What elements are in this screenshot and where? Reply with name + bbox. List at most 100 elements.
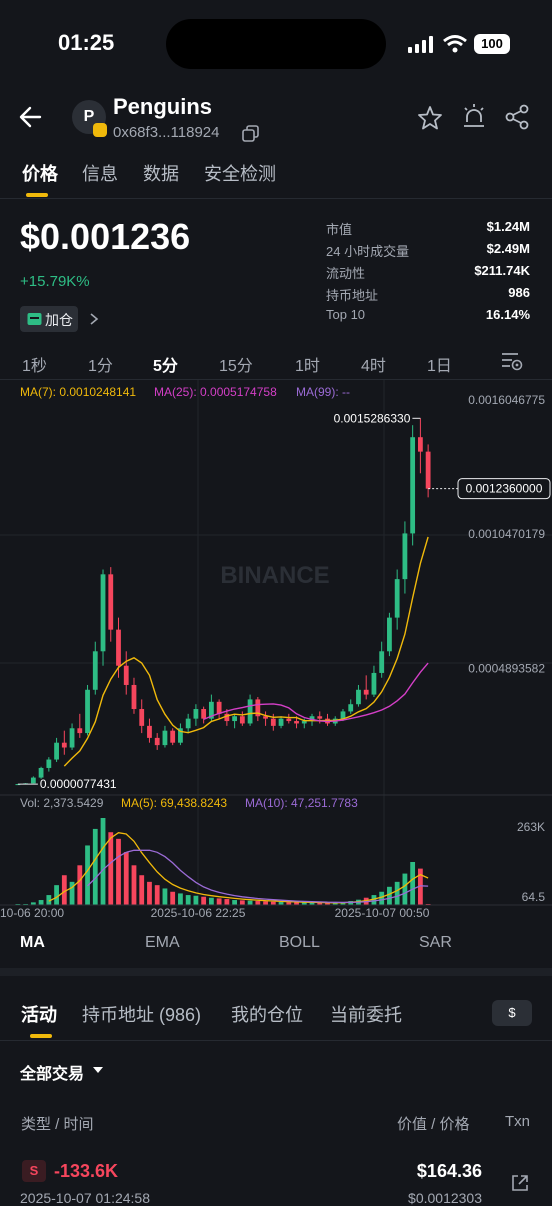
timeframe-1h[interactable]: 1时 xyxy=(295,358,320,375)
volume-bar xyxy=(270,901,276,905)
stat-value-holders: 986 xyxy=(508,285,530,300)
volume-bar xyxy=(54,885,59,905)
candle-body xyxy=(340,711,346,719)
volume-bar xyxy=(379,891,385,905)
currency-toggle-button[interactable]: $ xyxy=(492,1000,532,1026)
candle-body xyxy=(363,689,369,695)
token-name: Penguins xyxy=(113,94,213,119)
volume-bar xyxy=(255,901,261,905)
copy-icon[interactable] xyxy=(242,125,260,143)
volume-bar xyxy=(170,891,176,905)
caret-down-icon[interactable] xyxy=(92,1065,104,1075)
tab-open-orders[interactable]: 当前委托 xyxy=(330,1005,402,1025)
timeframe-1s[interactable]: 1秒 xyxy=(22,358,47,375)
x-tick-2: 2025-10-07 00:50 xyxy=(335,906,430,920)
candle-body xyxy=(116,629,121,666)
back-arrow-icon[interactable] xyxy=(18,104,44,130)
volume-bar xyxy=(193,895,199,905)
chevron-right-icon[interactable] xyxy=(89,312,99,326)
timeframe-1m[interactable]: 1分 xyxy=(88,358,113,375)
trade-time: 2025-10-07 01:24:58 xyxy=(20,1190,150,1206)
trade-value: $164.36 xyxy=(416,1161,482,1181)
ma7-legend: MA(7): 0.0010248141 xyxy=(20,385,136,399)
tab-activity[interactable]: 活动 xyxy=(21,1005,57,1025)
candle-body xyxy=(170,730,176,743)
volume-bar xyxy=(301,902,307,905)
tab-info[interactable]: 信息 xyxy=(82,164,118,184)
timeframe-1d[interactable]: 1日 xyxy=(427,358,452,375)
volume-bar xyxy=(224,899,230,905)
vol-ma5-line xyxy=(48,832,429,904)
stat-label-volume: 24 小时成交量 xyxy=(326,244,410,259)
timeframe-4h[interactable]: 4时 xyxy=(361,358,386,375)
star-icon[interactable] xyxy=(417,105,443,131)
volume-bar xyxy=(286,902,292,905)
candle-body xyxy=(108,574,114,630)
candle-body xyxy=(46,759,52,768)
candle-body xyxy=(147,725,152,738)
timeframe-15m[interactable]: 15分 xyxy=(219,358,253,375)
volume-bar xyxy=(77,865,83,905)
volume-bar xyxy=(178,893,183,905)
candle-body xyxy=(61,742,67,748)
stat-value-volume: $2.49M xyxy=(486,241,530,256)
indicator-ema[interactable]: EMA xyxy=(145,934,180,951)
candle-body xyxy=(239,716,245,724)
indicator-sar[interactable]: SAR xyxy=(419,934,452,951)
volume-bar xyxy=(162,888,168,905)
current-price-label: 0.0012360000 xyxy=(466,482,543,496)
signal-icon xyxy=(408,36,433,53)
volume-bar xyxy=(294,902,299,905)
volume-bar xyxy=(69,881,75,905)
candle-body xyxy=(162,730,168,746)
candle-body xyxy=(247,699,253,724)
external-link-icon[interactable] xyxy=(510,1173,530,1193)
current-price: $0.001236 xyxy=(20,216,191,257)
stat-label-market-cap: 市值 xyxy=(326,222,353,237)
trade-price: $0.0012303 xyxy=(408,1190,482,1206)
indicator-ma[interactable]: MA xyxy=(20,934,45,951)
volume-bar xyxy=(100,818,106,905)
add-position-label: 加仓 xyxy=(45,312,73,328)
volume-bar xyxy=(123,852,129,905)
chart-grid xyxy=(0,380,552,905)
price-change: +15.79K% xyxy=(20,273,90,290)
volume-bar xyxy=(61,875,67,905)
candle-body xyxy=(92,651,98,690)
stat-value-market-cap: $1.24M xyxy=(486,219,530,234)
ma25-legend: MA(25): 0.0005174758 xyxy=(154,385,277,399)
stat-label-holders: 持币地址 xyxy=(326,288,379,303)
ma25-line xyxy=(203,662,429,723)
timeframe-5m[interactable]: 5分 xyxy=(153,358,178,375)
status-time: 01:25 xyxy=(58,30,115,55)
alert-icon[interactable] xyxy=(460,102,488,130)
trade-filter-dropdown[interactable]: 全部交易 xyxy=(20,1066,85,1083)
wifi-icon xyxy=(443,35,467,53)
tab-holders[interactable]: 持币地址 (986) xyxy=(82,1005,202,1025)
indicator-boll[interactable]: BOLL xyxy=(279,934,320,951)
tab-data[interactable]: 数据 xyxy=(143,164,179,184)
volume-bar xyxy=(185,895,191,905)
stat-value-top10: 16.14% xyxy=(485,307,530,322)
y-tick-label: 0.0016046775 xyxy=(468,393,545,407)
candle-body xyxy=(208,701,214,719)
candle-body xyxy=(417,437,423,452)
candle-body xyxy=(100,574,106,652)
token-avatar: P xyxy=(72,100,106,134)
share-icon[interactable] xyxy=(504,104,530,130)
volume-bar xyxy=(410,861,416,905)
volume-bar xyxy=(263,901,268,905)
volume-bar xyxy=(154,885,160,905)
price-chart[interactable]: BINANCE MA(7): 0.0010248141 MA(25): 0.00… xyxy=(0,380,552,920)
chart-settings-icon[interactable] xyxy=(500,350,524,372)
volume-bar xyxy=(340,902,346,905)
volume-bar xyxy=(201,896,207,905)
tab-security[interactable]: 安全检测 xyxy=(204,164,276,184)
volume-bar xyxy=(38,900,44,905)
tab-price[interactable]: 价格 xyxy=(22,164,58,184)
dynamic-island xyxy=(166,19,386,69)
candle-body xyxy=(201,709,207,719)
tab-my-positions[interactable]: 我的仓位 xyxy=(231,1005,303,1025)
candle-body xyxy=(402,533,408,580)
header-value-price: 价值 / 价格 xyxy=(397,1116,470,1133)
